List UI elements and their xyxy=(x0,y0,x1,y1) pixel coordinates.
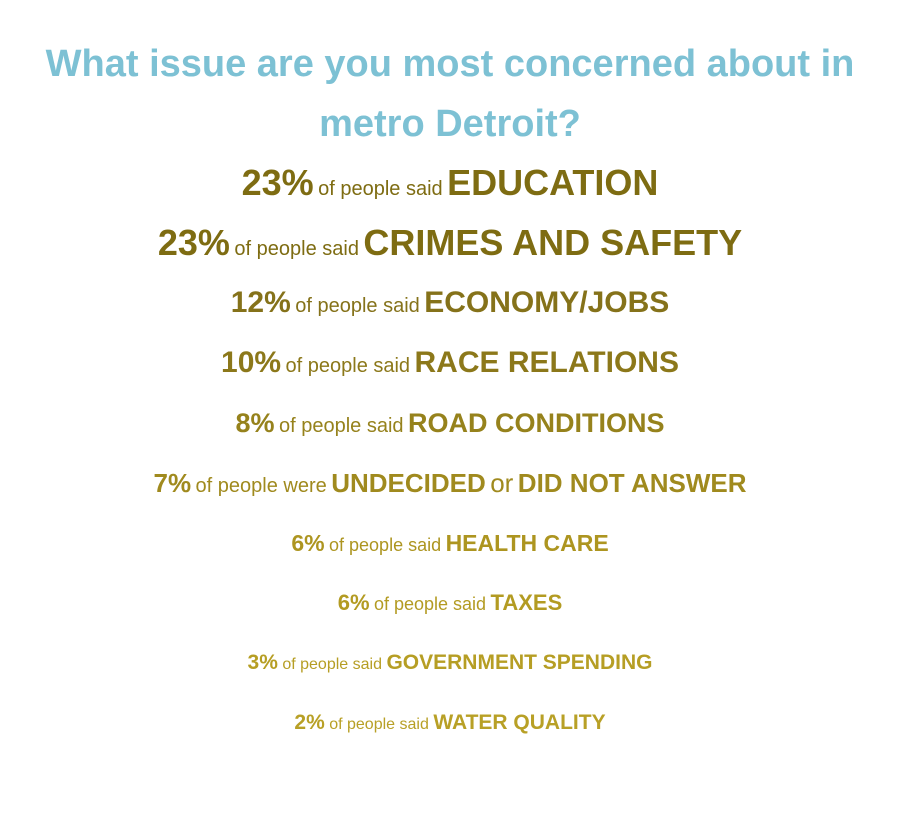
answer-row: 10% of people said RACE RELATIONS xyxy=(0,338,900,393)
topic: CRIMES AND SAFETY xyxy=(363,222,743,263)
answer-row: 23% of people said EDUCATION xyxy=(0,158,900,216)
topic: WATER QUALITY xyxy=(433,711,606,734)
title: What issue are you most concerned about … xyxy=(45,43,855,145)
answer-row: 12% of people said ECONOMY/JOBS xyxy=(0,278,900,333)
phrase: of people said xyxy=(373,594,487,614)
percent: 2% xyxy=(294,711,325,734)
phrase: of people said xyxy=(318,178,443,200)
phrase: of people said xyxy=(329,535,442,555)
topic: HEALTH CARE xyxy=(445,530,609,556)
answer-row: 23% of people said CRIMES AND SAFETY xyxy=(0,218,900,276)
phrase: of people said xyxy=(282,656,382,673)
percent: 12% xyxy=(230,286,291,319)
phrase: of people said xyxy=(285,355,411,377)
percent: 8% xyxy=(235,408,275,438)
topic: RACE RELATIONS xyxy=(414,346,679,379)
joiner: or xyxy=(490,468,514,498)
phrase: of people said xyxy=(278,415,404,437)
percent: 23% xyxy=(241,162,314,203)
answer-row: 2% of people said WATER QUALITY xyxy=(0,698,900,750)
percent: 23% xyxy=(157,222,230,263)
answer-row: 6% of people said TAXES xyxy=(0,578,900,631)
percent: 6% xyxy=(291,530,325,556)
answer-row: 8% of people said ROAD CONDITIONS xyxy=(0,398,900,453)
phrase: of people said xyxy=(329,716,429,733)
topic: TAXES xyxy=(490,590,563,615)
phrase: of people said xyxy=(234,238,359,260)
answer-row: 3% of people said GOVERNMENT SPENDING xyxy=(0,638,900,690)
percent: 10% xyxy=(221,346,282,379)
topic: DID NOT ANSWER xyxy=(517,468,747,498)
topic: GOVERNMENT SPENDING xyxy=(386,651,653,674)
percent: 3% xyxy=(247,651,278,674)
phrase: of people were xyxy=(195,475,327,497)
topic: ROAD CONDITIONS xyxy=(407,408,665,438)
percent: 6% xyxy=(337,590,370,615)
topic: ECONOMY/JOBS xyxy=(424,286,670,319)
answer-row: 7% of people were UNDECIDED or DID NOT A… xyxy=(0,458,900,513)
percent: 7% xyxy=(153,468,192,498)
answer-row: 6% of people said HEALTH CARE xyxy=(0,518,900,572)
topic: EDUCATION xyxy=(447,162,659,203)
topic: UNDECIDED xyxy=(331,468,486,498)
phrase: of people said xyxy=(295,295,420,317)
